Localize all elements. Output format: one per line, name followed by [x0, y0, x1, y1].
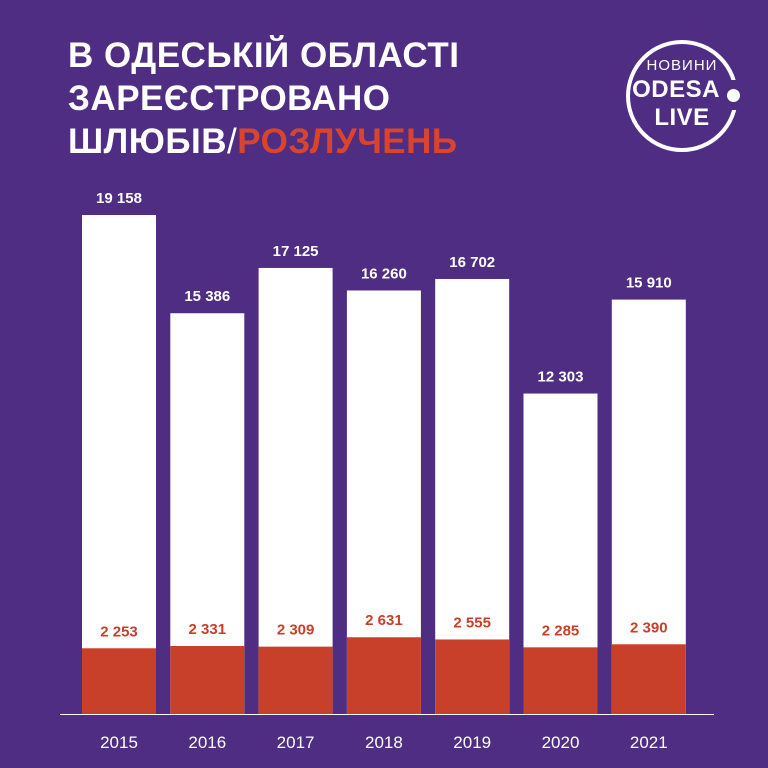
title-divorces-word: РОЗЛУЧЕНЬ [237, 122, 458, 161]
logo-text-bottom: LIVE [654, 104, 710, 131]
title-line-3: ШЛЮБІВ/РОЗЛУЧЕНЬ [68, 120, 459, 163]
title-line-2: ЗАРЕЄСТРОВАНО [68, 79, 391, 118]
divorces-bar [82, 648, 156, 714]
divorces-value-label: 2 390 [630, 619, 668, 636]
divorces-value-label: 2 253 [100, 623, 138, 640]
divorces-value-label: 2 331 [189, 621, 227, 638]
divorces-bar [435, 639, 510, 714]
divorces-bar [258, 646, 333, 714]
year-tick-label: 2018 [365, 733, 403, 752]
marriages-value-label: 15 386 [184, 288, 230, 305]
year-tick-label: 2015 [100, 733, 138, 752]
title-marriages-word: ШЛЮБІВ [68, 122, 227, 161]
marriages-bar [82, 215, 156, 714]
divorces-bar [346, 637, 421, 714]
divorces-value-label: 2 631 [365, 612, 403, 629]
marriages-value-label: 15 910 [626, 275, 672, 292]
title-line-1: В ОДЕСЬКІЙ ОБЛАСТІ [68, 36, 460, 75]
chart-title: В ОДЕСЬКІЙ ОБЛАСТІ ЗАРЕЄСТРОВАНО ШЛЮБІВ/… [68, 34, 459, 163]
divorces-bar [170, 645, 245, 714]
logo-dot [727, 89, 740, 102]
marriages-value-label: 16 260 [361, 265, 407, 282]
year-tick-label: 2016 [188, 733, 226, 752]
logo-text-middle: ODESA [632, 76, 720, 103]
marriages-value-label: 19 158 [96, 190, 142, 207]
marriages-bar [258, 267, 333, 714]
divorces-value-label: 2 555 [453, 614, 491, 631]
marriages-value-label: 17 125 [273, 243, 319, 260]
year-tick-label: 2021 [630, 733, 668, 752]
year-tick-label: 2020 [542, 733, 580, 752]
divorces-value-label: 2 285 [542, 622, 580, 639]
odesa-live-logo: НОВИНИ ODESA LIVE [626, 40, 744, 152]
marriages-value-label: 12 303 [538, 369, 584, 386]
year-tick-label: 2019 [453, 733, 491, 752]
logo-text-top: НОВИНИ [646, 57, 718, 74]
marriages-value-label: 16 702 [449, 254, 495, 271]
year-tick-label: 2017 [277, 733, 315, 752]
title-separator: / [226, 122, 238, 161]
divorces-bar [611, 644, 686, 714]
divorces-value-label: 2 309 [277, 622, 315, 639]
divorces-bar [523, 647, 598, 714]
